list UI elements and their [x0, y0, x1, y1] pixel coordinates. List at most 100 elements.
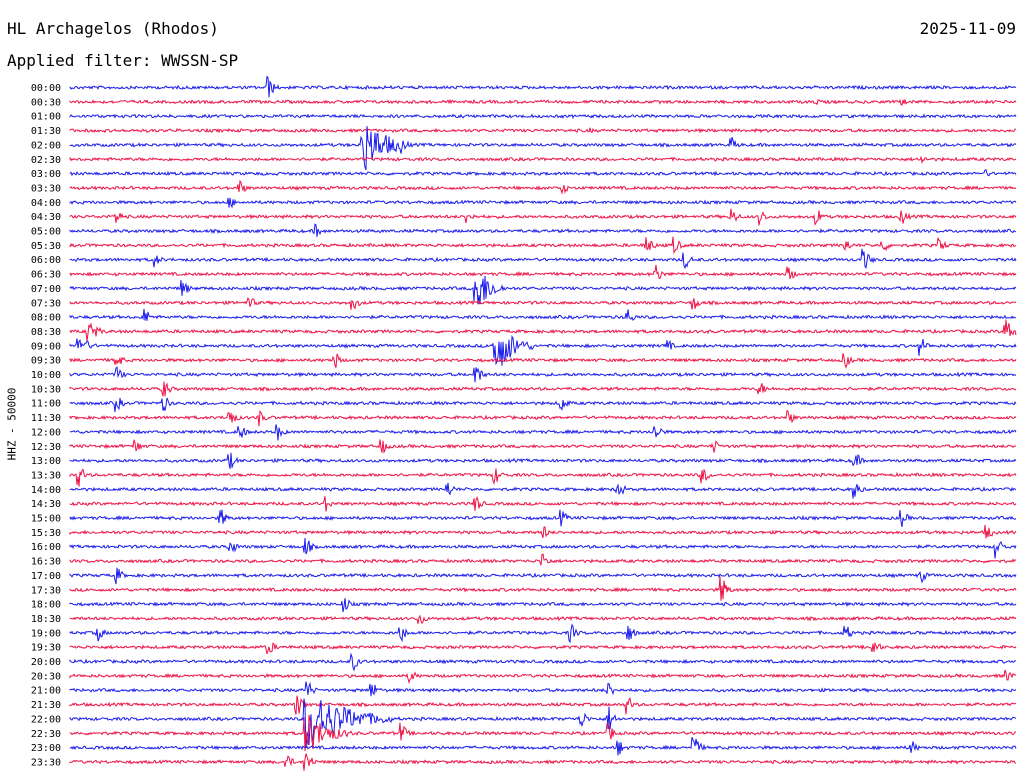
row-label: 21:00 [31, 686, 61, 697]
row-label: 09:00 [31, 341, 61, 352]
trace-line [69, 553, 1017, 566]
trace-line [69, 248, 1017, 270]
trace-line [69, 127, 1017, 134]
row-label: 07:00 [31, 284, 61, 295]
row-label: 12:30 [31, 442, 61, 453]
trace-line [69, 236, 1017, 255]
row-label: 19:00 [31, 628, 61, 639]
row-label: 06:30 [31, 270, 61, 281]
trace-line [69, 197, 1017, 209]
row-label: 05:00 [31, 227, 61, 238]
trace-line [69, 695, 1017, 715]
row-label: 23:30 [31, 757, 61, 768]
row-label: 18:00 [31, 600, 61, 611]
trace-line [69, 623, 1017, 644]
trace-line [69, 397, 1017, 412]
row-label: 18:30 [31, 614, 61, 625]
row-label: 22:30 [31, 729, 61, 740]
row-label: 17:00 [31, 571, 61, 582]
row-label: 17:30 [31, 585, 61, 596]
trace-line [69, 366, 1017, 383]
row-label: 03:30 [31, 183, 61, 194]
row-label: 23:00 [31, 743, 61, 754]
trace-line [69, 468, 1017, 487]
row-label: 00:30 [31, 97, 61, 108]
trace-line [69, 75, 1017, 98]
row-label: 01:30 [31, 126, 61, 137]
trace-line [69, 714, 1017, 752]
date-label: 2025-11-09 [919, 19, 1016, 38]
row-label: 04:30 [31, 212, 61, 223]
row-label: 12:00 [31, 427, 61, 438]
trace-line [69, 753, 1017, 771]
row-label: 22:00 [31, 714, 61, 725]
trace-line [69, 641, 1017, 655]
row-label: 06:00 [31, 255, 61, 266]
row-label: 14:30 [31, 499, 61, 510]
row-label: 11:30 [31, 413, 61, 424]
trace-line [69, 208, 1017, 226]
trace-line [69, 509, 1017, 527]
trace-line [69, 335, 1017, 366]
trace-line [69, 482, 1017, 499]
row-label: 14:00 [31, 485, 61, 496]
trace-line [69, 614, 1017, 625]
trace-line [69, 296, 1017, 310]
trace-line [69, 567, 1017, 585]
trace-line [69, 598, 1017, 613]
row-label: 02:30 [31, 155, 61, 166]
trace-line [69, 537, 1017, 559]
trace-line [69, 179, 1017, 195]
trace-line [69, 155, 1017, 165]
trace-line [69, 698, 1017, 749]
row-label: 02:00 [31, 140, 61, 151]
row-label: 08:00 [31, 313, 61, 324]
trace-line [69, 681, 1017, 697]
trace-line [69, 736, 1017, 756]
trace-line [69, 223, 1017, 237]
row-label: 09:30 [31, 356, 61, 367]
row-label: 20:30 [31, 671, 61, 682]
trace-line [69, 524, 1017, 539]
row-label: 20:00 [31, 657, 61, 668]
row-label: 10:30 [31, 384, 61, 395]
row-label: 07:30 [31, 298, 61, 309]
trace-line [69, 381, 1017, 397]
trace-line [69, 409, 1017, 427]
row-label: 19:30 [31, 643, 61, 654]
filter-label: Applied filter: WWSSN-SP [7, 51, 239, 70]
trace-line [69, 169, 1017, 177]
row-label: 16:30 [31, 557, 61, 568]
row-labels: 00:00 00:30 01:00 01:30 02:00 02:30 03:00 03:30… [31, 83, 61, 768]
trace-line [69, 669, 1017, 685]
trace-line [69, 576, 1017, 601]
station-title: HL Archagelos (Rhodos) [7, 19, 219, 38]
trace-lines [69, 75, 1017, 771]
trace-line [69, 275, 1017, 305]
trace-line [69, 113, 1017, 120]
trace-line [69, 308, 1017, 321]
row-label: 15:30 [31, 528, 61, 539]
trace-line [69, 439, 1017, 454]
row-label: 21:30 [31, 700, 61, 711]
trace-line [69, 319, 1017, 342]
row-label: 04:00 [31, 198, 61, 209]
trace-line [69, 496, 1017, 512]
trace-line [69, 264, 1017, 280]
row-label: 05:30 [31, 241, 61, 252]
row-label: 08:30 [31, 327, 61, 338]
trace-line [69, 126, 1017, 171]
row-label: 13:00 [31, 456, 61, 467]
trace-line [69, 652, 1017, 672]
row-label: 15:00 [31, 514, 61, 525]
trace-line [69, 98, 1017, 106]
row-label: 01:00 [31, 112, 61, 123]
row-label: 11:00 [31, 399, 61, 410]
row-label: 00:00 [31, 83, 61, 94]
row-label: 03:00 [31, 169, 61, 180]
row-label: 10:00 [31, 370, 61, 381]
trace-line [69, 424, 1017, 441]
trace-line [69, 353, 1017, 369]
trace-line [69, 452, 1017, 469]
